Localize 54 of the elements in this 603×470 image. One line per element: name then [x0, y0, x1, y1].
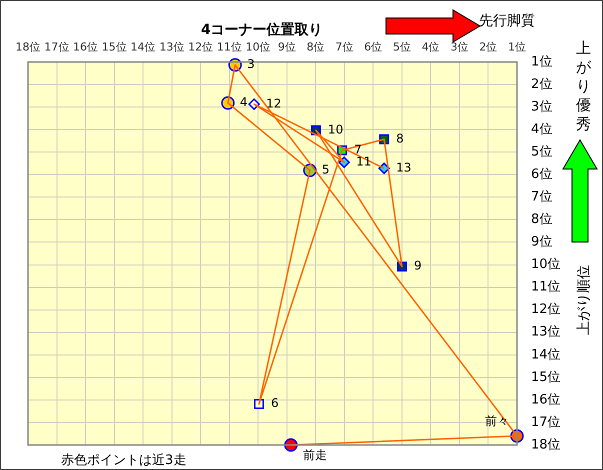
x-tick-label: 13位: [159, 40, 184, 54]
y-tick-label: 6位: [531, 167, 552, 182]
annotation: 4: [240, 95, 248, 110]
x-tick-label: 8位: [306, 40, 325, 54]
annotation: 前々: [485, 414, 509, 428]
x-tick-label: 7位: [335, 40, 354, 54]
x-tick-label: 1位: [508, 40, 526, 54]
annotation: 10: [328, 122, 344, 136]
y-tick-label: 12位: [531, 302, 561, 318]
y-tick-label: 5位: [531, 144, 552, 160]
y-tick-label: 14位: [531, 347, 561, 362]
y-tick-label: 7位: [531, 190, 552, 205]
y-tick-label: 4位: [531, 122, 552, 137]
x-tick-label: 11位: [216, 40, 242, 54]
y-tick-label: 2位: [531, 76, 552, 92]
x-tick-label: 2位: [479, 40, 498, 54]
annotation: 8: [396, 131, 404, 146]
text: 上がり優秀: [576, 39, 592, 134]
x-tick-label: 5位: [392, 40, 411, 54]
x-tick-label: 9位: [278, 40, 296, 54]
y-tick-label: 18位: [531, 437, 561, 452]
x-tick-label: 12位: [188, 40, 214, 54]
y-tick-label: 15位: [531, 370, 561, 385]
y-tick-label: 1位: [531, 54, 552, 70]
y-tick-label: 11位: [531, 280, 561, 295]
y-tick-label: 8位: [531, 212, 552, 228]
x-tick-label: 6位: [364, 40, 382, 54]
x-tick-label: 15位: [102, 40, 127, 54]
x-tick-label: 16位: [73, 40, 98, 54]
text: 赤色ポイントは近3走: [61, 452, 186, 469]
annotation: 9: [414, 258, 422, 273]
annotation: 13: [396, 160, 412, 174]
text: 先行脚質: [479, 12, 535, 30]
y-tick-label: 9位: [531, 234, 552, 250]
annotation: 12: [266, 96, 282, 110]
x-tick-label: 4位: [422, 40, 440, 54]
x-tick-label: 10位: [246, 40, 271, 54]
annotation: 6: [270, 396, 279, 410]
y-tick-label: 13位: [531, 324, 561, 340]
annotation: 前走: [302, 448, 327, 462]
y-tick-label: 17位: [531, 414, 561, 430]
annotation: 3: [247, 57, 255, 72]
x-tick-label: 18位: [16, 40, 40, 54]
y-tick-label: 3位: [531, 99, 552, 114]
chart-title: 4コーナー位置取り: [201, 21, 323, 39]
x-tick-label: 17位: [44, 40, 70, 54]
y-tick-label: 16位: [531, 392, 561, 408]
y-axis-title: 上がり順位: [575, 265, 593, 335]
annotation: 7: [354, 142, 362, 156]
x-tick-label: 3位: [450, 40, 468, 54]
annotation: 5: [322, 162, 330, 176]
annotation: 11: [356, 154, 372, 168]
x-tick-label: 14位: [130, 40, 156, 54]
y-tick-label: 10位: [531, 257, 561, 272]
